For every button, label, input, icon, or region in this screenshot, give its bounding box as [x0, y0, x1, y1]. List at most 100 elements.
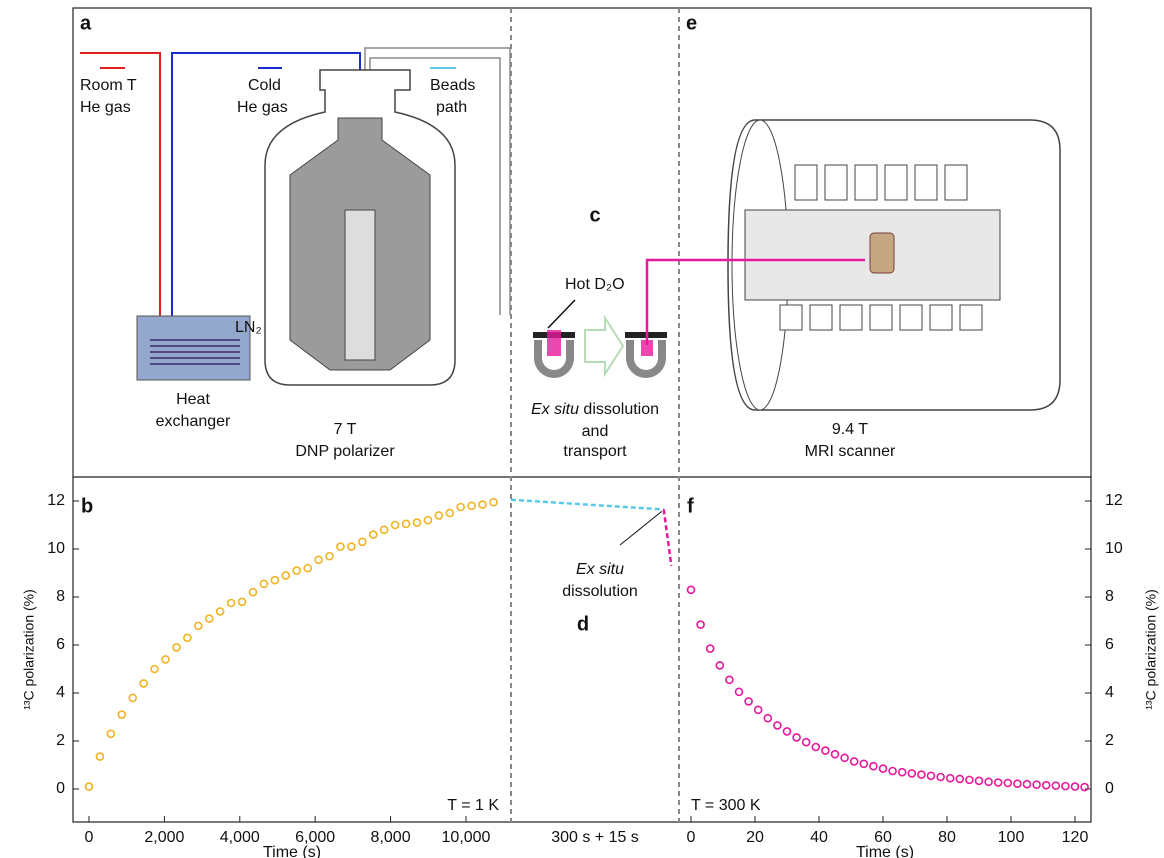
- x-axis-label: Time (s): [263, 844, 321, 858]
- x-tick-label: 0: [85, 829, 94, 846]
- point: [945, 773, 955, 783]
- point: [379, 525, 389, 535]
- x-tick-label: 10,000: [442, 829, 491, 846]
- point: [811, 742, 821, 752]
- insert: [344, 209, 376, 361]
- point: [926, 771, 936, 781]
- coils: [779, 164, 983, 331]
- x-tick-label: 60: [874, 829, 892, 846]
- point: [128, 693, 138, 703]
- sample: [869, 232, 895, 274]
- point: [358, 537, 367, 547]
- transfer-line: [645, 258, 865, 345]
- pointer: [547, 299, 576, 329]
- point: [993, 778, 1003, 787]
- coil: [150, 339, 240, 365]
- y-tick-label: 6: [1105, 636, 1114, 653]
- point: [336, 542, 345, 551]
- label: He gas: [80, 99, 131, 116]
- point: [161, 655, 170, 664]
- line: [510, 498, 664, 511]
- point: [270, 575, 280, 585]
- sample: [641, 340, 653, 356]
- x-tick-label: 2,000: [144, 829, 184, 846]
- point: [401, 519, 411, 529]
- point: [869, 761, 878, 771]
- point: [390, 520, 400, 530]
- label: He gas: [237, 99, 288, 116]
- x-tick-label: 8,000: [371, 829, 411, 846]
- x-tick-label: 40: [810, 829, 828, 846]
- x-tick-label: 80: [938, 829, 956, 846]
- x-tick-label: 120: [1062, 829, 1089, 846]
- annotation: Ex situ: [576, 561, 624, 578]
- annotation: T = 300 K: [691, 797, 761, 814]
- point: [744, 697, 753, 706]
- x-axis-label: 300 s + 15 s: [551, 829, 639, 846]
- y-tick-label: 4: [1105, 684, 1114, 701]
- y-axis-label: ¹³C polarization (%): [1143, 589, 1159, 710]
- y-tick-label: 12: [47, 492, 65, 509]
- point: [696, 620, 705, 629]
- label: and: [582, 423, 609, 440]
- y-tick-label: 12: [1105, 492, 1123, 509]
- x-tick-label: 0: [687, 829, 696, 846]
- point: [859, 759, 869, 769]
- panel-label: a: [80, 12, 92, 34]
- point: [878, 764, 888, 773]
- panel-label: d: [577, 613, 589, 635]
- line: [662, 509, 673, 566]
- x-axis-label: Time (s): [856, 844, 914, 858]
- point: [763, 713, 773, 723]
- point: [907, 769, 917, 778]
- point: [456, 502, 466, 512]
- point: [215, 607, 225, 616]
- point: [172, 643, 181, 652]
- label: Ex situ: [531, 401, 579, 418]
- point: [936, 772, 945, 782]
- label: exchanger: [156, 413, 231, 430]
- point: [1080, 782, 1089, 792]
- magnet: [626, 340, 666, 378]
- point: [281, 571, 291, 580]
- panel-label: b: [81, 495, 93, 517]
- point: [259, 579, 269, 589]
- point: [292, 566, 302, 575]
- point: [840, 753, 849, 763]
- label: Ex situ dissolution: [531, 401, 659, 418]
- point: [347, 542, 356, 551]
- point: [412, 518, 422, 527]
- point: [467, 501, 476, 511]
- point: [801, 737, 811, 747]
- label: 9.4 T: [832, 421, 868, 438]
- panel-label: e: [686, 12, 697, 34]
- point: [423, 515, 433, 525]
- y-tick-label: 8: [1105, 588, 1114, 605]
- point: [1070, 782, 1080, 791]
- point: [734, 687, 744, 697]
- y-tick-label: 4: [56, 684, 65, 701]
- point: [368, 530, 378, 539]
- point: [897, 767, 907, 777]
- point: [821, 746, 830, 755]
- y-tick-label: 10: [1105, 540, 1123, 557]
- label: Heat: [176, 391, 210, 408]
- point: [95, 752, 105, 761]
- diagram: [80, 47, 1061, 411]
- label: dissolution: [583, 401, 659, 418]
- point: [830, 749, 840, 759]
- point: [888, 766, 897, 776]
- point: [248, 587, 258, 597]
- label: Cold: [248, 77, 281, 94]
- point: [705, 644, 715, 653]
- point: [1061, 781, 1070, 791]
- point: [445, 508, 455, 518]
- label: path: [436, 99, 467, 116]
- point: [782, 727, 792, 736]
- point: [725, 675, 734, 685]
- point: [183, 633, 192, 643]
- point: [150, 664, 159, 674]
- x-tick-label: 4,000: [220, 829, 260, 846]
- point: [1003, 778, 1013, 788]
